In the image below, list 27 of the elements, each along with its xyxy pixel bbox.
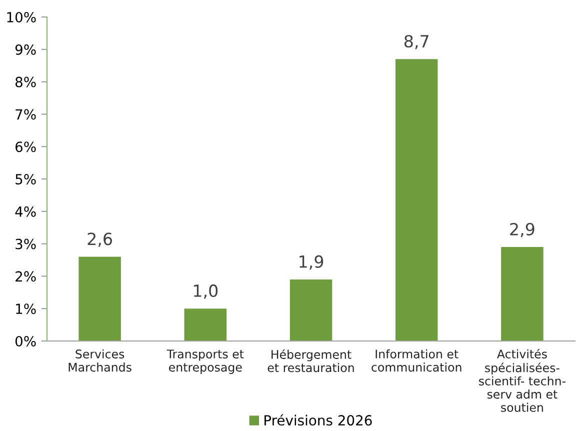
y-tick-label: 4% [15,206,36,217]
y-tick-label: 8% [15,76,36,88]
x-tick-label: Information et communication [372,349,462,372]
y-tick-label: 3% [16,238,36,250]
x-tick-label: Transports et entreposage [166,350,244,374]
bar [290,279,332,341]
y-tick-label: 1% [16,304,36,314]
y-tick-label: 0% [15,336,36,346]
bar [184,308,227,341]
data-label: 1,9 [300,255,324,270]
x-tick-label: Hébergement et restauration [268,349,354,372]
data-label: 2,6 [88,232,112,247]
bar [78,256,121,341]
y-tick-label: 10% [7,12,36,22]
y-tick-label: 2% [16,271,36,282]
bar [501,247,544,341]
x-tick-label: Services Marchands [68,349,132,372]
y-tick-label: 7% [16,109,36,120]
x-tick-label: Activités spécialisées- scientif- techn- serv adm et soutien [478,348,566,412]
data-label: 2,9 [510,222,534,238]
y-tick-label: 5% [16,174,36,184]
legend-label: Prévisions 2026 [264,414,372,426]
data-label: 1,0 [194,284,218,299]
y-tick-label: 6% [16,142,36,152]
y-tick-label: 9% [15,44,36,55]
bar [395,59,438,341]
data-label: 8,7 [404,34,428,50]
